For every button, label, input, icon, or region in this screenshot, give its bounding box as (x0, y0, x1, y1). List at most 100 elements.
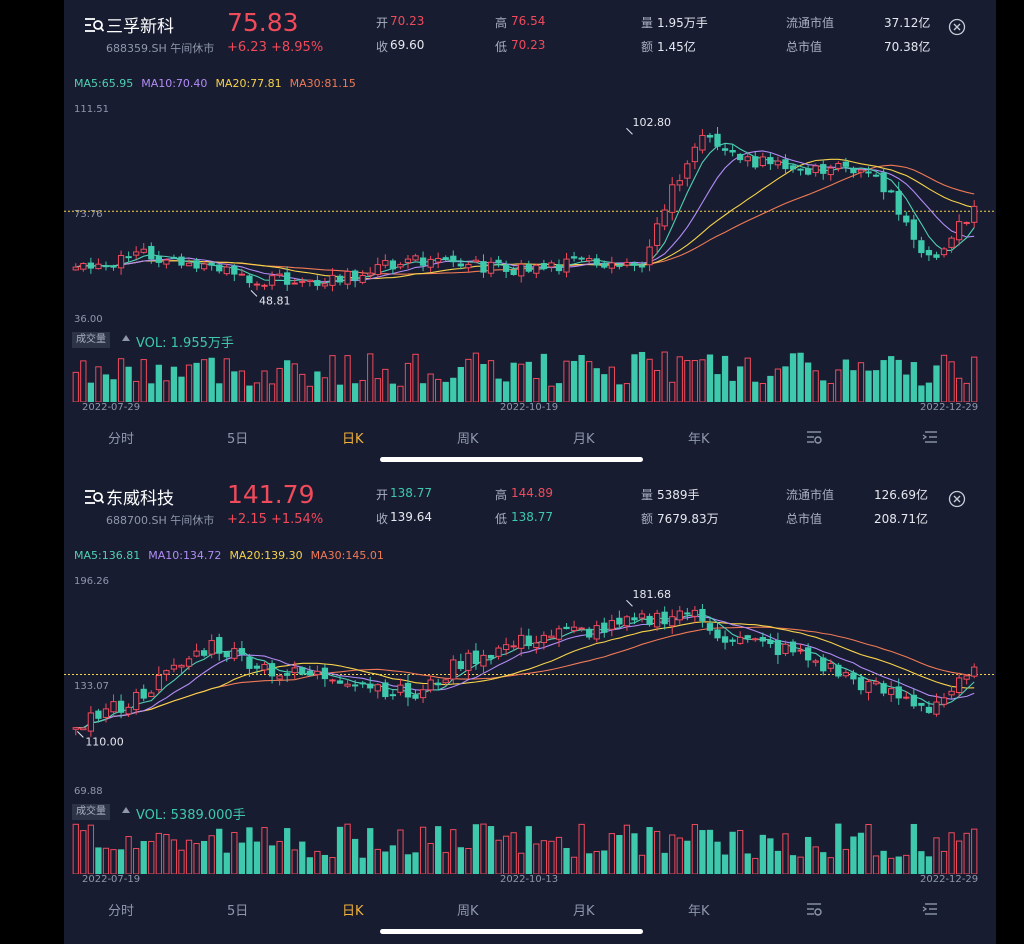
volume-bar (336, 826, 344, 874)
volume-bar (321, 854, 329, 874)
candle-body (299, 280, 306, 283)
candle-body (691, 146, 699, 163)
candle-body (857, 677, 865, 691)
stock-panel: 东威科技 688700.SH 午间休市 141.79 +2.15 +1.54% … (64, 472, 996, 944)
candle-body (412, 255, 419, 261)
volume-bar (721, 854, 729, 874)
volume-bar (148, 840, 155, 874)
candle-body (223, 651, 230, 658)
volume-bar (880, 850, 887, 874)
volume-bar (495, 839, 502, 874)
volume-bar (442, 381, 449, 402)
volume-bar (216, 383, 223, 402)
candle-body (842, 672, 850, 677)
ma30-value: MA30:81.15 (289, 77, 356, 90)
volume-bar (903, 854, 910, 874)
tab-5day[interactable]: 5日 (227, 432, 249, 447)
stock-header: 三孚新科 688359.SH 午间休市 75.83 +6.23 +8.95% 开… (64, 0, 996, 64)
candlestick-chart[interactable]: 196.26 133.07 69.88 181.68 110.00 (64, 572, 996, 872)
candlestick-chart[interactable]: 111.51 73.76 36.00 102.80 48.81 (64, 100, 996, 400)
candle-body (684, 612, 691, 615)
close-icon[interactable] (948, 490, 966, 508)
tab-yearly-k[interactable]: 年K (688, 432, 710, 447)
chart-settings-icon[interactable] (806, 902, 822, 916)
tab-weekly-k[interactable]: 周K (457, 432, 479, 447)
ma30-line (75, 626, 975, 729)
volume-bar (782, 833, 789, 874)
max-marker (626, 599, 633, 607)
volume-indicator-badge[interactable]: 成交量 (72, 804, 110, 820)
candle-body (329, 679, 336, 682)
candle-body (480, 261, 487, 273)
close-icon[interactable] (948, 18, 966, 36)
tab-daily-k[interactable]: 日K (342, 904, 364, 919)
volume-value: 1.95万手 (657, 16, 708, 30)
volume-bar (601, 374, 608, 402)
volume-bar (661, 351, 668, 402)
indicator-dropdown-icon[interactable] (122, 335, 130, 341)
y-axis-label: 111.51 (74, 104, 109, 115)
candle-body (253, 665, 261, 669)
volume-bar (72, 823, 79, 874)
volume-bar (691, 824, 699, 874)
volume-bar (737, 829, 744, 874)
volume-bar (306, 385, 313, 402)
date-start: 2022-07-19 (82, 874, 141, 885)
candle-body (299, 667, 306, 675)
volume-bar (427, 842, 434, 874)
candle-body (72, 266, 79, 271)
volume-bar (284, 828, 291, 874)
candle-body (835, 664, 842, 677)
volume-bar (948, 361, 955, 402)
candle-body (586, 628, 593, 638)
candle-body (382, 260, 389, 266)
volume-bar (857, 832, 865, 874)
candle-body (774, 640, 782, 656)
candle-body (223, 266, 230, 275)
tab-monthly-k[interactable]: 月K (573, 904, 595, 919)
indicator-dropdown-icon[interactable] (122, 807, 130, 813)
candle-body (87, 712, 95, 732)
tab-5day[interactable]: 5日 (227, 904, 249, 919)
volume-bar (729, 831, 736, 874)
candle-body (872, 174, 880, 177)
volume-bar (133, 848, 140, 874)
volume-bar (714, 841, 721, 874)
candle-body (216, 637, 223, 654)
high-label: 高 (495, 16, 508, 30)
volume-bar (888, 857, 895, 874)
candle-body (404, 258, 412, 264)
volume-bar (888, 356, 895, 402)
menu-list-icon[interactable] (84, 487, 104, 507)
volume-bar (850, 836, 857, 874)
fullscreen-toggle-icon[interactable] (922, 430, 938, 444)
home-indicator[interactable] (380, 457, 643, 462)
candle-body (895, 686, 902, 699)
fullscreen-toggle-icon[interactable] (922, 902, 938, 916)
tab-weekly-k[interactable]: 周K (457, 904, 479, 919)
date-start: 2022-07-29 (82, 402, 141, 413)
high-value: 144.89 (511, 486, 553, 500)
tab-yearly-k[interactable]: 年K (688, 904, 710, 919)
volume-bar (140, 841, 147, 874)
volume-bar (895, 359, 902, 402)
volume-bar (457, 847, 464, 874)
candle-body (963, 675, 970, 680)
tab-intraday[interactable]: 分时 (108, 904, 135, 919)
volume-bar (359, 857, 366, 874)
chart-settings-icon[interactable] (806, 430, 822, 444)
menu-list-icon[interactable] (84, 15, 104, 35)
home-indicator[interactable] (380, 929, 643, 934)
candle-body (684, 163, 691, 179)
volume-bar (435, 378, 442, 402)
candle-body (487, 261, 495, 274)
candle-body (510, 645, 517, 648)
volume-bar (699, 830, 706, 874)
tab-monthly-k[interactable]: 月K (573, 432, 595, 447)
volume-indicator-badge[interactable]: 成交量 (72, 332, 110, 348)
volume-bar (910, 823, 917, 874)
tab-intraday[interactable]: 分时 (108, 432, 135, 447)
tab-daily-k[interactable]: 日K (342, 432, 364, 447)
stock-header: 东威科技 688700.SH 午间休市 141.79 +2.15 +1.54% … (64, 472, 996, 536)
volume-bar (903, 374, 910, 402)
